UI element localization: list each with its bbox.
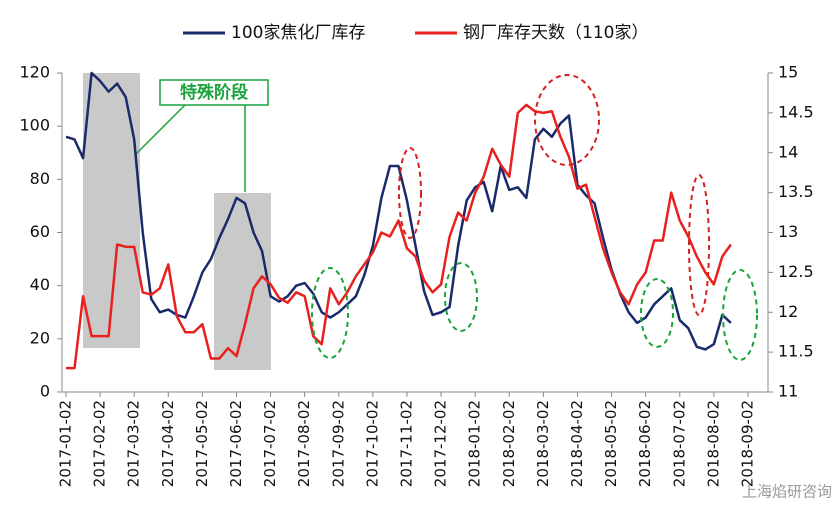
plot: 0 20 40 60 80 100 120 11 11.5 12 12.5 13 13.5 14 14.5 1… xyxy=(19,63,813,488)
x-tick-label: 2017-08-02 xyxy=(295,400,313,487)
x-tick-label: 2018-01-02 xyxy=(466,400,484,487)
ellipse xyxy=(688,174,710,316)
ellipse xyxy=(534,74,600,166)
y2-tick-label: 15 xyxy=(778,63,798,82)
y-tick-label: 20 xyxy=(30,328,50,347)
x-tick-label: 2018-04-02 xyxy=(568,400,586,487)
callout-line xyxy=(134,104,186,156)
callout-text: 特殊阶段 xyxy=(180,82,248,103)
legend-label: 100家焦化厂库存 xyxy=(231,23,365,43)
legend-label: 钢厂库存天数（110家） xyxy=(463,23,648,43)
ellipse xyxy=(722,269,758,361)
x-tick-label: 2017-05-02 xyxy=(193,400,211,487)
x-tick-label: 2018-02-02 xyxy=(500,400,518,487)
y-tick-label: 80 xyxy=(30,169,50,188)
x-tick-label: 2018-09-02 xyxy=(738,400,756,487)
y2-tick-label: 11.5 xyxy=(778,342,814,361)
x-tick-label: 2018-05-02 xyxy=(602,400,620,487)
x-tick-label: 2017-07-02 xyxy=(261,400,279,487)
x-tick-label: 2018-08-02 xyxy=(704,400,722,487)
x-tick-label: 2018-06-02 xyxy=(636,400,654,487)
ellipse xyxy=(398,147,422,239)
x-tick-label: 2017-04-02 xyxy=(159,400,177,487)
y-tick-label: 100 xyxy=(19,116,50,135)
x-tick-label: 2017-12-02 xyxy=(432,400,450,487)
y2-tick-label: 12.5 xyxy=(778,262,814,281)
x-tick-label: 2017-06-02 xyxy=(227,400,245,487)
x-tick-label: 2017-01-02 xyxy=(57,400,75,487)
ellipses xyxy=(311,74,758,361)
callout-box xyxy=(159,79,269,106)
x-tick-label: 2017-10-02 xyxy=(363,400,381,487)
y2-tick-label: 13.5 xyxy=(778,182,814,201)
ellipse xyxy=(444,262,478,332)
highlight-band xyxy=(214,193,271,370)
y2-tick-label: 14.5 xyxy=(778,102,814,121)
y-tick-label: 0 xyxy=(40,382,50,401)
y2-tick-label: 13 xyxy=(778,222,798,241)
y2-tick-label: 12 xyxy=(778,302,798,321)
ellipse xyxy=(311,267,349,359)
x-tick-label: 2017-09-02 xyxy=(329,400,347,487)
x-tick-label: 2018-03-02 xyxy=(534,400,552,487)
legend-item: 100家焦化厂库存 xyxy=(183,23,365,43)
y-tick-label: 120 xyxy=(19,63,50,82)
watermark: 上海焰研咨询 xyxy=(742,483,832,501)
series-line xyxy=(66,103,732,370)
y2-tick-label: 11 xyxy=(778,382,798,401)
x-tick-label: 2017-03-02 xyxy=(125,400,143,487)
x-tick-label: 2017-11-02 xyxy=(397,400,415,487)
y-tick-label: 60 xyxy=(30,222,50,241)
series-line xyxy=(65,71,732,351)
x-tick-label: 2018-07-02 xyxy=(670,400,688,487)
y2-tick-label: 14 xyxy=(778,142,798,161)
legend-item: 钢厂库存天数（110家） xyxy=(415,23,648,43)
y-tick-label: 40 xyxy=(30,275,50,294)
x-tick-label: 2017-02-02 xyxy=(91,400,109,487)
ellipse xyxy=(640,278,674,348)
